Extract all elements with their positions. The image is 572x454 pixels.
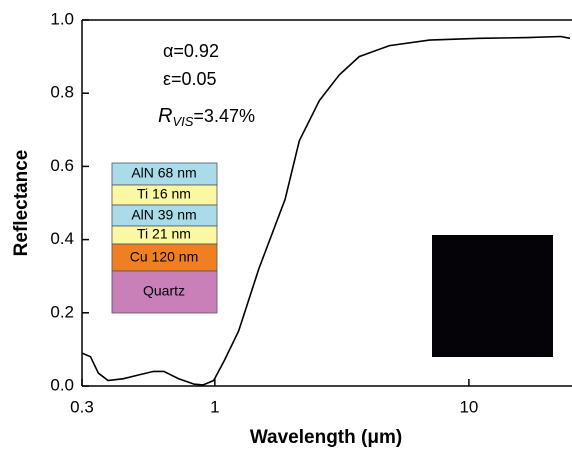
annotation-subscript: VIS (172, 114, 193, 129)
y-tick-label: 0.0 (50, 375, 74, 394)
layer-stack (111, 162, 218, 314)
annotation: RVIS=3.47% (158, 105, 255, 129)
axes-frame (81, 19, 572, 387)
y-tick-label: 0.2 (50, 302, 74, 321)
y-axis-title: Reflectance (11, 150, 32, 257)
x-tick-label: 10 (459, 397, 478, 416)
layer-label: AlN 39 nm (131, 207, 196, 223)
layer (111, 243, 218, 272)
data-line (81, 35, 571, 386)
x-axis-title: Wavelength (μm) (250, 427, 402, 448)
layer-label: AlN 68 nm (131, 165, 196, 181)
x-tick-label: 1 (210, 397, 219, 416)
y-tick-label: 0.6 (50, 156, 74, 175)
layer-label: Cu 120 nm (130, 249, 198, 265)
y-tick-label: 1.0 (50, 9, 74, 28)
annotation: ε=0.05 (163, 69, 217, 89)
layer (111, 270, 218, 314)
sample-photo (432, 235, 553, 357)
y-tick-label: 0.8 (50, 83, 74, 102)
annotation-value: =3.47% (193, 106, 255, 126)
layer-label: Quartz (143, 283, 185, 299)
layer-label: Ti 16 nm (137, 186, 191, 202)
annotation-symbol: R (158, 105, 172, 127)
annotation: α=0.92 (163, 41, 219, 61)
layer-label: Ti 21 nm (137, 226, 191, 242)
x-tick-label: 0.3 (70, 397, 94, 416)
y-tick-label: 0.4 (50, 229, 74, 248)
